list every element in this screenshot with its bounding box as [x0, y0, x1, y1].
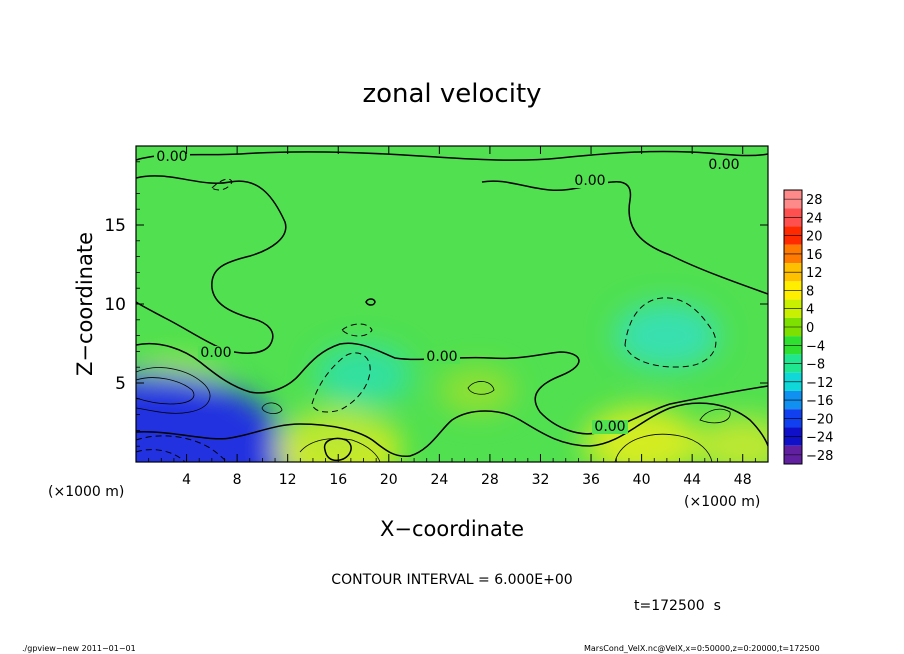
contour-labels: 0.00 0.00 0.00 0.00 0.00 0.00 — [154, 149, 742, 435]
colorbar-label: 16 — [806, 248, 823, 263]
contour-line — [136, 435, 229, 462]
colorbar-label: 24 — [806, 211, 823, 226]
x-tick-label: 24 — [430, 472, 448, 488]
time-text: t=172500 s — [634, 598, 721, 614]
colorbar-label: 8 — [806, 284, 814, 299]
footer-left: ./gpview−new 2011−01−01 — [22, 644, 136, 653]
x-tick-label: 36 — [582, 472, 600, 488]
contour-line — [299, 438, 381, 462]
x-axis-label: X−coordinate — [380, 517, 524, 541]
colorbar-label: −4 — [806, 339, 825, 354]
svg-text:0.00: 0.00 — [426, 349, 457, 365]
x-tick-label: 12 — [279, 472, 297, 488]
colorbar-label: −28 — [806, 449, 833, 464]
contour-line — [341, 323, 373, 337]
x-unit-left: (×1000 m) — [48, 484, 124, 500]
contour-label: 0.00 — [572, 173, 608, 189]
contour-label: 0.00 — [424, 349, 460, 365]
contour-line — [136, 402, 768, 458]
chart-title: zonal velocity — [362, 79, 541, 109]
colorbar-label: −16 — [806, 394, 833, 409]
y-tick-label: 5 — [115, 374, 126, 394]
svg-text:0.00: 0.00 — [574, 173, 605, 189]
contour-label: 0.00 — [198, 345, 234, 361]
svg-text:0.00: 0.00 — [156, 149, 187, 165]
contour-label: 0.00 — [154, 149, 190, 165]
colorbar-label: 20 — [806, 230, 823, 245]
svg-text:0.00: 0.00 — [708, 157, 739, 173]
x-tick-label: 40 — [633, 472, 651, 488]
x-tick-label: 20 — [380, 472, 398, 488]
colorbar-label: 28 — [806, 193, 823, 208]
x-unit-right: (×1000 m) — [684, 494, 760, 510]
contour-line — [481, 180, 768, 295]
field-anomalies — [136, 302, 768, 462]
field-anomaly — [584, 407, 700, 462]
contour-label: 0.00 — [592, 419, 628, 435]
contour-line — [323, 437, 352, 462]
field-anomaly — [438, 366, 516, 415]
contour-line — [211, 178, 233, 191]
svg-text:0.00: 0.00 — [200, 345, 231, 361]
y-tick-label: 10 — [104, 295, 126, 315]
x-tick-label: 8 — [233, 472, 242, 488]
negative-contours — [136, 178, 717, 462]
contour-line — [261, 402, 283, 414]
colorbar-label: −20 — [806, 412, 833, 427]
y-axis: 5 10 15 — [104, 161, 768, 447]
field-anomaly — [315, 345, 412, 406]
positive-contours — [136, 367, 731, 462]
contour-line — [699, 408, 731, 424]
contour-line — [365, 298, 376, 306]
x-tick-label: 44 — [683, 472, 701, 488]
footer-right: MarsCond_VelX.nc@VelX,x=0:50000,z=0:2000… — [584, 644, 820, 653]
plot-area: 0.00 0.00 0.00 0.00 0.00 0.00 — [136, 146, 768, 462]
contour-line — [467, 381, 495, 395]
field-anomaly — [614, 302, 720, 369]
svg-text:0.00: 0.00 — [594, 419, 625, 435]
colorbar-label: −8 — [806, 358, 825, 373]
colorbar-label: 4 — [806, 303, 814, 318]
colorbar-label: 12 — [806, 266, 823, 281]
contour-line — [136, 377, 195, 405]
contour-line — [136, 150, 768, 161]
colorbar-label: −12 — [806, 376, 833, 391]
contour-line — [624, 297, 717, 368]
field-anomaly — [136, 373, 290, 462]
x-tick-label: 4 — [182, 472, 191, 488]
contour-label: 0.00 — [706, 157, 742, 173]
contour-line — [311, 352, 371, 413]
contour-line — [136, 175, 287, 354]
x-tick-label: 16 — [329, 472, 347, 488]
colorbar-label: 0 — [806, 321, 814, 336]
x-tick-label: 32 — [532, 472, 550, 488]
x-tick-label: 48 — [734, 472, 752, 488]
colorbar-label: −24 — [806, 431, 833, 446]
field-anomaly — [290, 408, 387, 462]
contour-line — [136, 449, 186, 462]
x-axis: 4 8 12 16 20 24 28 32 36 40 44 48 — [148, 146, 756, 488]
y-tick-label: 15 — [104, 216, 126, 236]
contour-line — [614, 433, 713, 462]
field-anomaly — [694, 416, 768, 462]
colorbar: 28 24 20 16 12 8 4 0 −4 −8 −12 −16 −20 −24 −28 — [783, 189, 833, 465]
y-axis-label: Z−coordinate — [73, 232, 97, 376]
x-tick-label: 28 — [481, 472, 499, 488]
contour-interval-text: CONTOUR INTERVAL = 6.000E+00 — [331, 572, 572, 588]
contour-line — [136, 367, 211, 414]
